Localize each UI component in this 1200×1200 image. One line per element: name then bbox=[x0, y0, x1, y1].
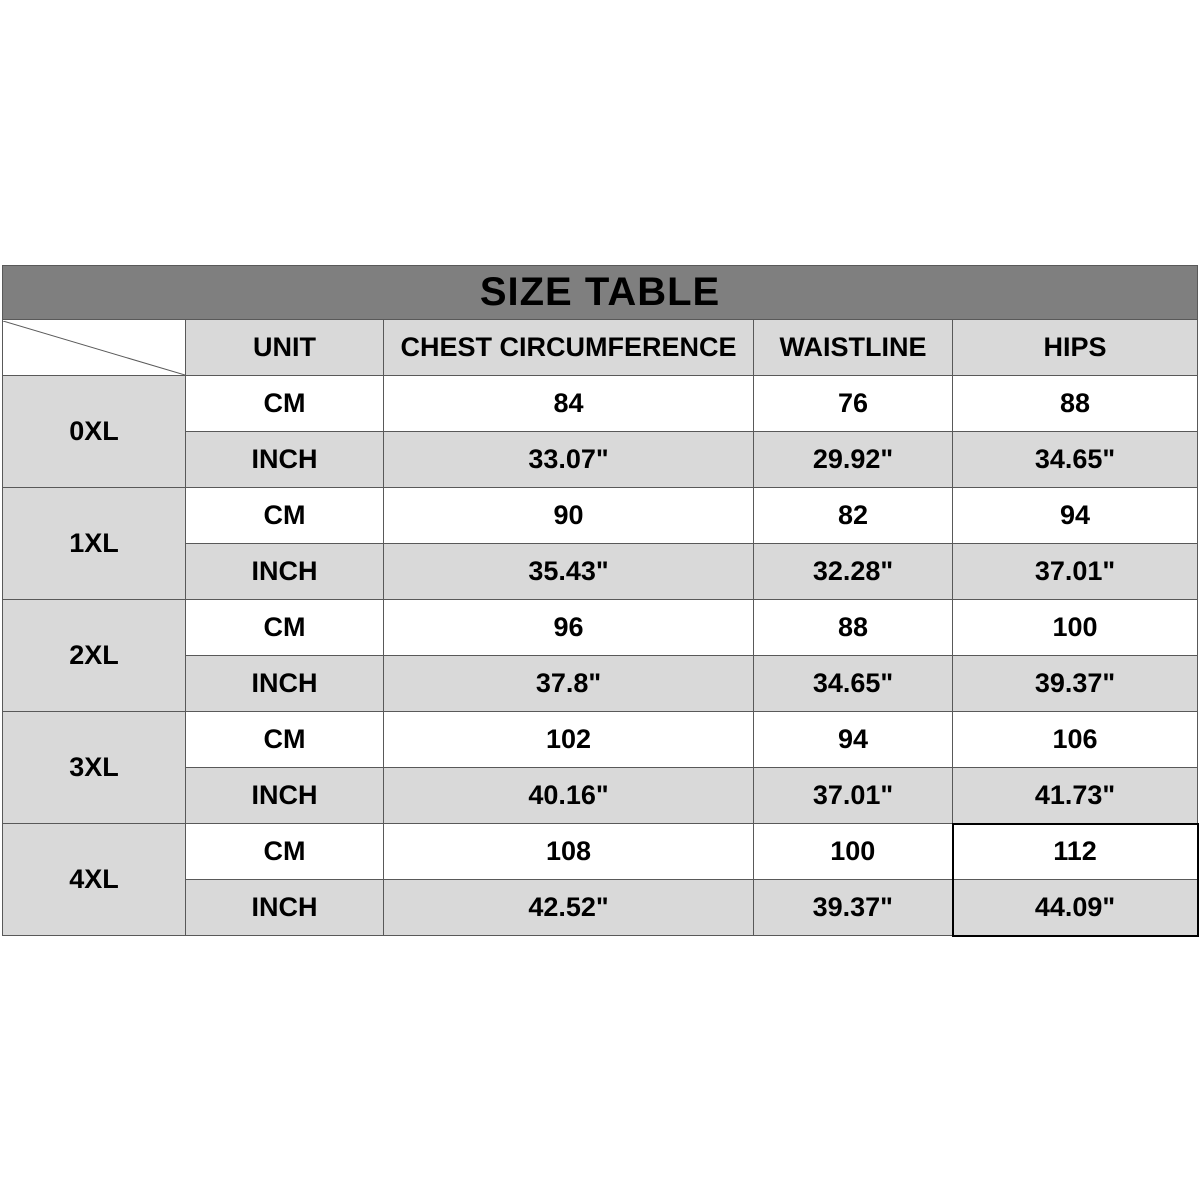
value-cell-waist: 39.37" bbox=[753, 879, 953, 936]
unit-cell: INCH bbox=[185, 767, 384, 824]
table-row-3xl-cm: 3XL CM 102 94 106 bbox=[2, 711, 1199, 824]
unit-cell: CM bbox=[185, 823, 384, 880]
value-cell-waist: 82 bbox=[753, 487, 953, 544]
table-row-2xl-cm: 2XL CM 96 88 100 bbox=[2, 599, 1199, 712]
table-row-4xl-inch: INCH 42.52" 39.37" 44.09" bbox=[3, 879, 1199, 937]
value-cell-hips: 39.37" bbox=[951, 655, 1199, 712]
size-cell-1xl: 1XL bbox=[2, 487, 186, 600]
value-cell-waist: 88 bbox=[753, 599, 953, 656]
value-cell-chest: 42.52" bbox=[383, 879, 754, 936]
unit-cell: CM bbox=[185, 375, 384, 432]
value-cell-waist: 37.01" bbox=[753, 767, 953, 824]
value-cell-hips: 88 bbox=[951, 375, 1199, 432]
value-cell-waist: 100 bbox=[753, 823, 953, 880]
size-cell-4xl: 4XL bbox=[2, 823, 186, 936]
value-cell-chest: 96 bbox=[383, 599, 754, 656]
value-cell-hips: 34.65" bbox=[951, 431, 1199, 488]
table-header-row: UNIT CHEST CIRCUMFERENCE WAISTLINE HIPS bbox=[2, 319, 1199, 376]
value-cell-waist: 94 bbox=[753, 711, 953, 768]
value-cell-hips: 106 bbox=[951, 711, 1199, 768]
diagonal-line-icon bbox=[3, 320, 185, 375]
table-row-0xl-cm: 0XL CM 84 76 88 bbox=[2, 375, 1199, 488]
value-cell-hips: 100 bbox=[951, 599, 1199, 656]
table-title-row: SIZE TABLE bbox=[1, 265, 1199, 320]
value-cell-chest: 33.07" bbox=[383, 431, 754, 488]
table-row-0xl-inch: INCH 33.07" 29.92" 34.65" bbox=[3, 431, 1199, 488]
size-cell-3xl: 3XL bbox=[2, 711, 186, 824]
unit-cell: INCH bbox=[185, 431, 384, 488]
unit-cell: INCH bbox=[185, 655, 384, 712]
table-row-2xl-inch: INCH 37.8" 34.65" 39.37" bbox=[3, 655, 1199, 712]
unit-cell: CM bbox=[185, 487, 384, 544]
value-cell-hips: 94 bbox=[951, 487, 1199, 544]
value-cell-hips-selected: 44.09" bbox=[951, 879, 1199, 937]
size-cell-0xl: 0XL bbox=[2, 375, 186, 488]
col-header-hips: HIPS bbox=[951, 319, 1199, 376]
table-row-1xl-inch: INCH 35.43" 32.28" 37.01" bbox=[3, 543, 1199, 600]
value-cell-hips: 41.73" bbox=[951, 767, 1199, 824]
table-row-1xl-cm: 1XL CM 90 82 94 bbox=[2, 487, 1199, 600]
value-cell-chest: 37.8" bbox=[383, 655, 754, 712]
value-cell-chest: 102 bbox=[383, 711, 754, 768]
value-cell-chest: 84 bbox=[383, 375, 754, 432]
value-cell-chest: 40.16" bbox=[383, 767, 754, 824]
table-row-4xl-cm: 4XL CM 108 100 112 bbox=[2, 822, 1199, 936]
col-header-waistline: WAISTLINE bbox=[753, 319, 953, 376]
unit-cell: CM bbox=[185, 711, 384, 768]
unit-cell: INCH bbox=[185, 543, 384, 600]
unit-cell: INCH bbox=[185, 879, 384, 936]
corner-cell bbox=[2, 319, 186, 376]
unit-cell: CM bbox=[185, 599, 384, 656]
value-cell-waist: 34.65" bbox=[753, 655, 953, 712]
size-cell-2xl: 2XL bbox=[2, 599, 186, 712]
value-cell-hips: 37.01" bbox=[951, 543, 1199, 600]
value-cell-chest: 90 bbox=[383, 487, 754, 544]
value-cell-chest: 108 bbox=[383, 823, 754, 880]
col-header-unit: UNIT bbox=[185, 319, 384, 376]
value-cell-chest: 35.43" bbox=[383, 543, 754, 600]
size-table: SIZE TABLE UNIT CHEST CIRCUMFERENCE WAIS… bbox=[1, 265, 1199, 937]
col-header-chest-circumference: CHEST CIRCUMFERENCE bbox=[383, 319, 754, 376]
value-cell-waist: 29.92" bbox=[753, 431, 953, 488]
value-cell-waist: 76 bbox=[753, 375, 953, 432]
value-cell-waist: 32.28" bbox=[753, 543, 953, 600]
table-title: SIZE TABLE bbox=[1, 265, 1199, 320]
value-cell-hips-selected: 112 bbox=[951, 822, 1199, 880]
